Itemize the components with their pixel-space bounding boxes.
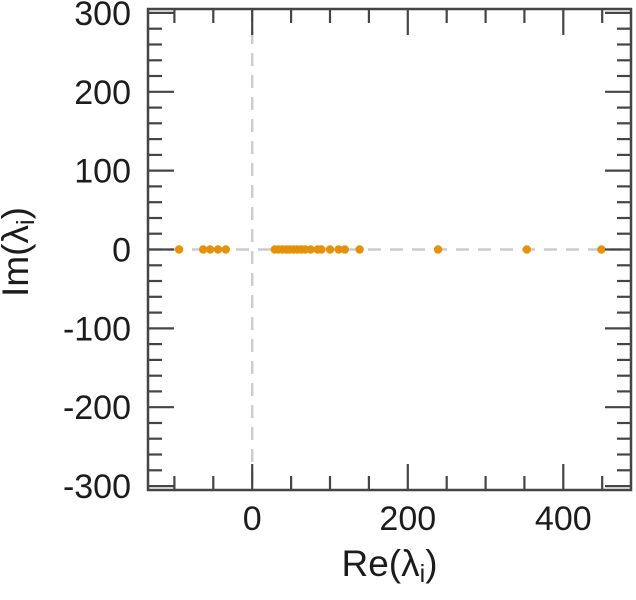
eigenvalue-point bbox=[213, 245, 223, 254]
eigenvalue-point bbox=[306, 245, 315, 254]
eigenvalue-point bbox=[340, 245, 349, 254]
y-tick-label: 0 bbox=[112, 232, 131, 270]
lambda-symbol: λ bbox=[0, 225, 36, 244]
lambda-subscript: i bbox=[419, 560, 426, 589]
eigenvalue-point bbox=[334, 245, 343, 254]
y-tick-label: -300 bbox=[63, 468, 131, 506]
eigenvalue-point bbox=[174, 245, 184, 254]
lambda-subscript: i bbox=[12, 219, 41, 226]
eigenvalue-point bbox=[325, 245, 335, 254]
x-tick-label: 400 bbox=[535, 500, 592, 538]
y-tick-label: 200 bbox=[74, 74, 131, 112]
x-tick-label: 200 bbox=[379, 500, 436, 538]
y-axis-label-suffix: ) bbox=[0, 207, 36, 219]
y-axis-label: Im(λi) bbox=[0, 102, 45, 402]
y-axis-label-prefix: Im( bbox=[0, 243, 36, 297]
y-tick-label: 300 bbox=[74, 0, 131, 33]
y-tick-label: -100 bbox=[63, 310, 131, 348]
lambda-symbol: λ bbox=[401, 543, 420, 584]
x-tick-label: 0 bbox=[243, 500, 262, 538]
y-tick-label: 100 bbox=[74, 153, 131, 191]
x-axis-label-prefix: Re( bbox=[341, 543, 402, 584]
eigenvalue-point bbox=[221, 245, 230, 254]
eigenvalue-point bbox=[199, 245, 208, 254]
y-tick-label: -200 bbox=[63, 389, 131, 427]
x-axis-label-suffix: ) bbox=[425, 543, 438, 584]
x-axis-label: Re(λi) bbox=[148, 545, 631, 593]
eigenvalue-point bbox=[206, 245, 215, 254]
eigenvalue-point bbox=[597, 245, 606, 254]
eigenvalue-point bbox=[355, 245, 364, 254]
eigenvalue-point bbox=[317, 245, 326, 254]
eigenvalue-point bbox=[433, 245, 443, 254]
eigenvalue-point bbox=[522, 245, 531, 254]
